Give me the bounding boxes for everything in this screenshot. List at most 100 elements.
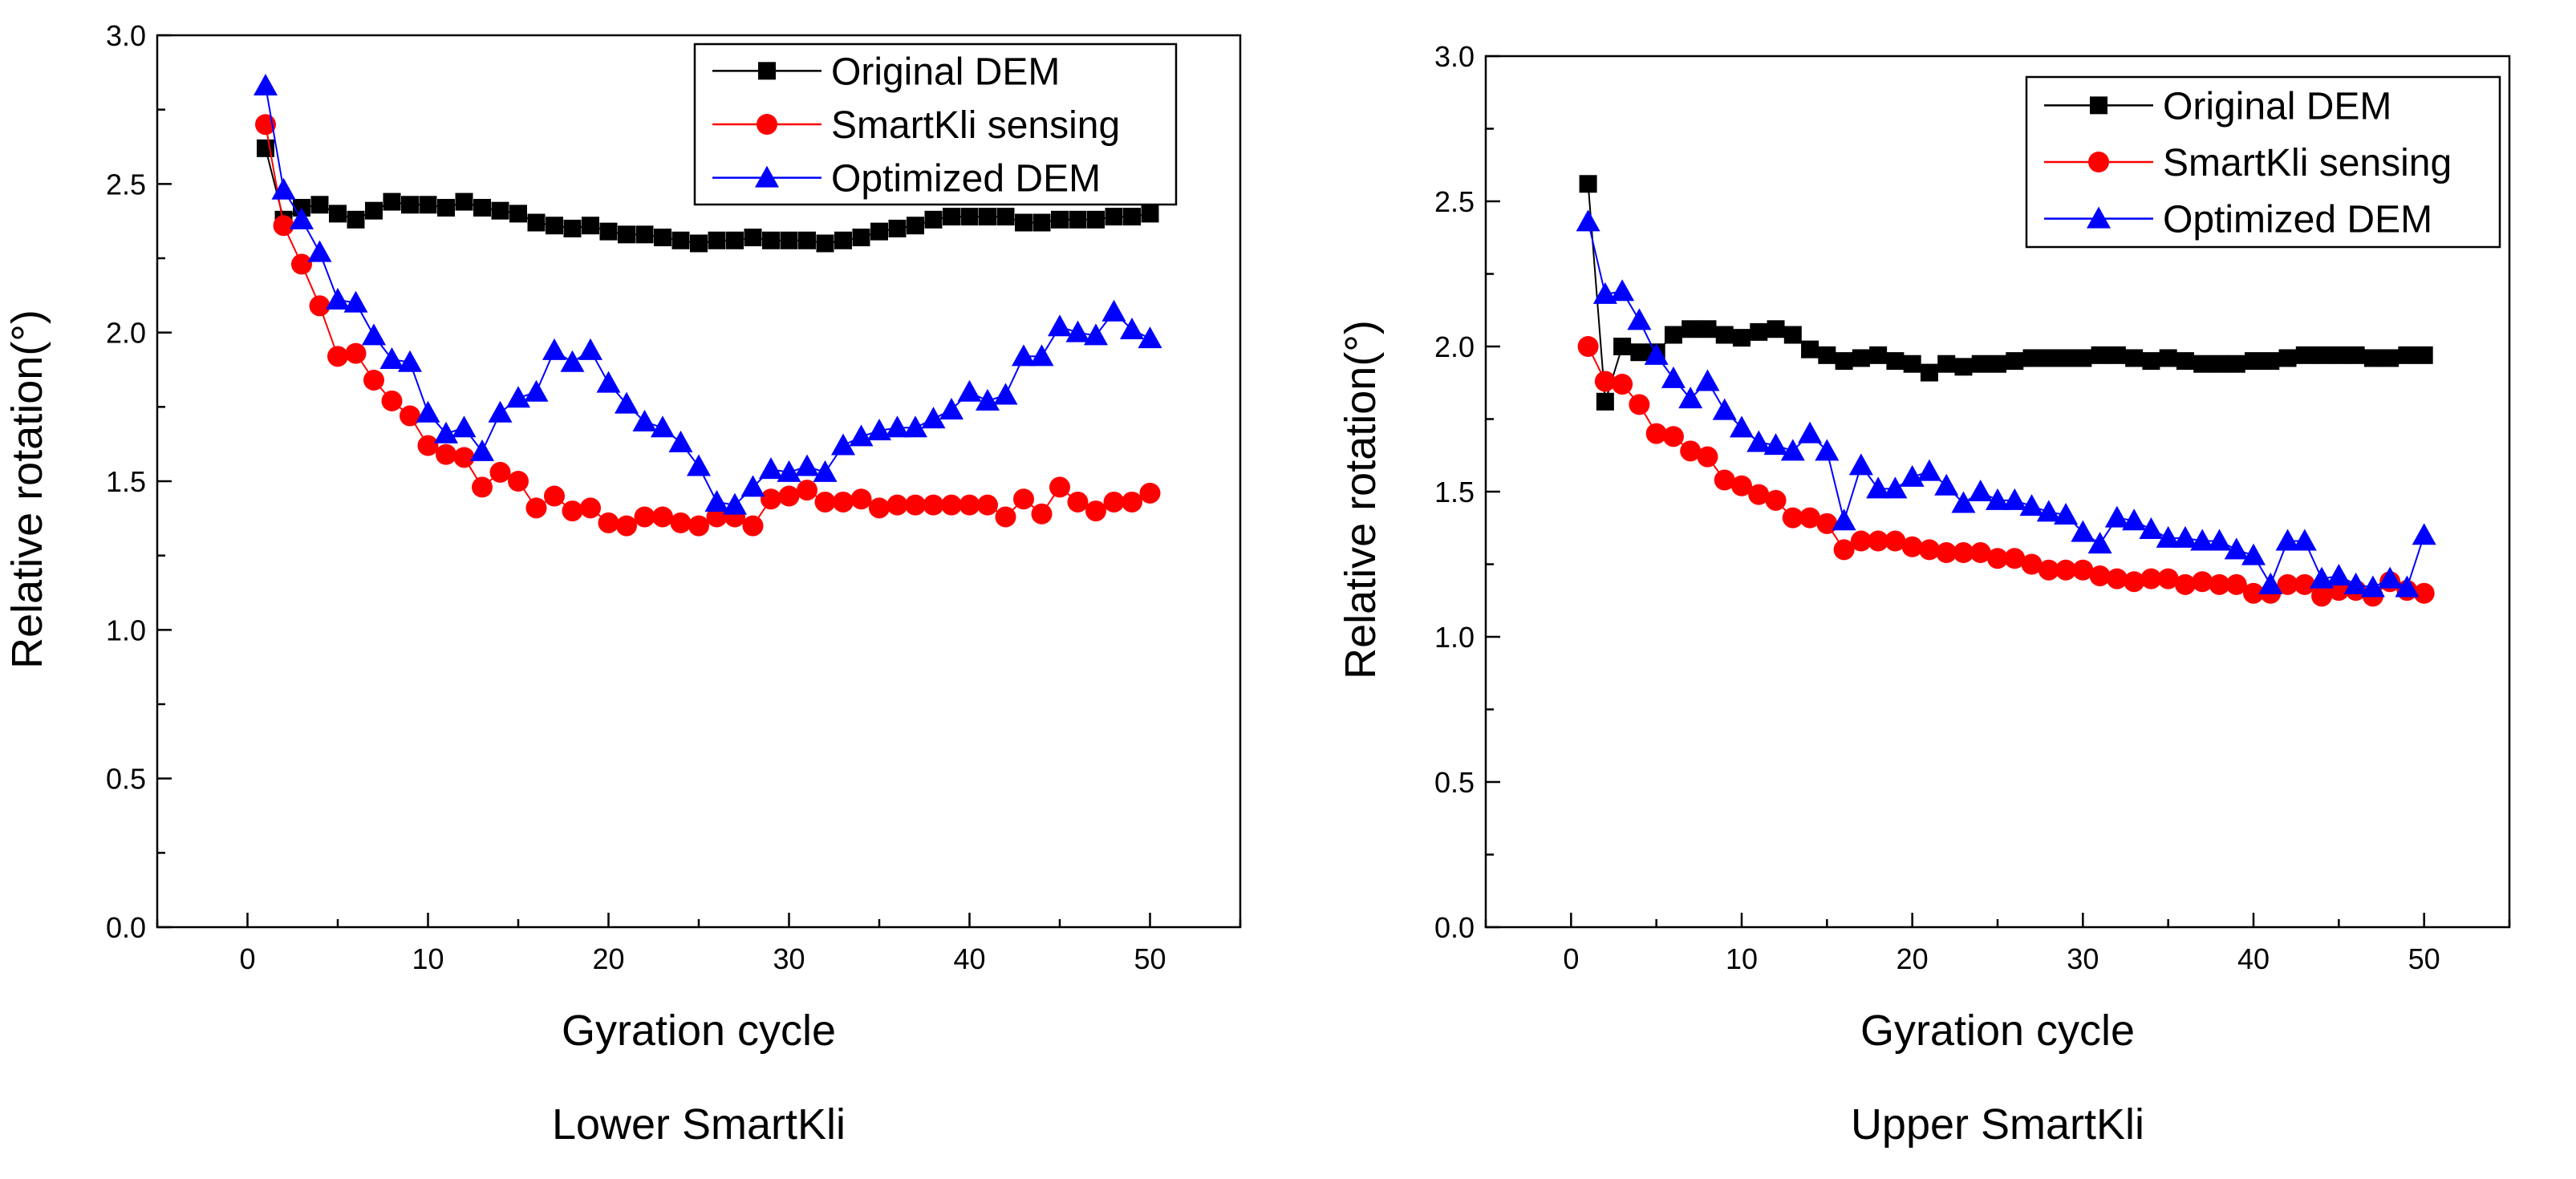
data-point xyxy=(1120,317,1144,339)
data-point xyxy=(2275,529,2300,551)
data-point xyxy=(434,421,458,444)
data-point xyxy=(761,488,781,510)
data-point xyxy=(1012,344,1036,367)
data-point xyxy=(1901,536,1923,557)
data-point xyxy=(596,371,621,393)
lower-smartkli-chart: 0 10 20 30 40 50 0.0 0.5 1.0 1.5 2.0 2.5 3.0 Gyration… xyxy=(3,19,1242,1149)
series-smartkli-sensing xyxy=(255,114,1161,537)
x-tick-label: 20 xyxy=(592,942,624,975)
data-point xyxy=(1069,210,1087,229)
y-tick-label: 1.5 xyxy=(1434,476,1475,508)
data-point xyxy=(1141,205,1159,223)
data-point xyxy=(2004,548,2026,569)
data-point xyxy=(849,424,874,447)
data-point xyxy=(1629,394,1650,415)
data-point xyxy=(723,492,747,515)
data-point xyxy=(1815,439,1840,461)
data-point xyxy=(363,369,384,391)
data-point xyxy=(777,460,801,482)
data-point xyxy=(2022,349,2041,367)
y-tick-label: 3.0 xyxy=(1434,40,1475,73)
data-point xyxy=(704,489,729,512)
data-point xyxy=(2210,355,2229,373)
data-point xyxy=(1818,346,1836,364)
chart-caption: Upper SmartKli xyxy=(1851,1100,2144,1149)
data-point xyxy=(362,323,386,346)
data-point xyxy=(2360,575,2385,598)
data-point xyxy=(525,497,547,519)
data-point xyxy=(816,234,834,253)
data-point xyxy=(1122,491,1142,513)
data-point xyxy=(508,471,529,492)
data-point xyxy=(1798,421,1823,444)
y-tick-label: 2.0 xyxy=(106,317,146,350)
data-point xyxy=(1029,344,1054,367)
legend-label: SmartKli sensing xyxy=(831,104,1120,147)
data-point xyxy=(452,415,477,438)
data-point xyxy=(1664,326,1682,344)
data-point xyxy=(400,405,420,427)
data-point xyxy=(271,177,296,200)
data-point xyxy=(976,388,1000,411)
data-point xyxy=(2398,346,2416,364)
x-tick-label: 50 xyxy=(1134,942,1166,975)
data-point xyxy=(2190,529,2215,551)
data-point xyxy=(2074,349,2092,367)
data-point xyxy=(343,290,368,313)
data-point xyxy=(2343,572,2368,594)
y-tick-label: 0.0 xyxy=(106,911,146,944)
data-point xyxy=(1763,433,1788,456)
data-point xyxy=(489,461,511,483)
legend-label: Optimized DEM xyxy=(831,158,1101,201)
data-point xyxy=(1645,423,1667,444)
data-point xyxy=(1936,542,1957,564)
data-point xyxy=(455,192,473,211)
data-point xyxy=(634,506,655,528)
data-point xyxy=(726,231,744,249)
series-optimized-dem xyxy=(1576,209,2436,598)
data-point xyxy=(470,439,494,461)
data-point xyxy=(2413,582,2435,604)
data-point xyxy=(2262,352,2280,371)
data-point xyxy=(1048,314,1072,337)
data-point xyxy=(2139,517,2164,540)
data-point xyxy=(1767,320,1785,338)
data-point xyxy=(1015,213,1032,232)
y-tick-label: 1.0 xyxy=(1434,621,1475,654)
data-point xyxy=(921,407,946,429)
data-point xyxy=(2089,565,2111,586)
data-point xyxy=(417,435,439,456)
data-point xyxy=(1780,439,1805,461)
data-point xyxy=(670,512,692,533)
data-point xyxy=(977,494,998,516)
data-point xyxy=(615,391,639,414)
data-point xyxy=(869,497,890,519)
data-point xyxy=(762,231,780,249)
legend-marker xyxy=(2090,96,2107,115)
data-point xyxy=(2106,568,2128,590)
data-point xyxy=(1783,326,1802,344)
data-point xyxy=(473,198,491,217)
data-point xyxy=(671,231,690,249)
data-point xyxy=(1612,374,1633,395)
data-point xyxy=(2057,349,2075,367)
x-tick-label: 20 xyxy=(1897,942,1929,975)
data-point xyxy=(814,491,836,513)
data-point xyxy=(740,475,765,497)
data-point xyxy=(599,222,618,241)
data-point xyxy=(1970,542,1991,564)
data-point xyxy=(1903,355,1921,373)
legend-marker xyxy=(757,114,777,135)
data-point xyxy=(542,338,566,360)
data-point xyxy=(1662,426,1684,448)
data-point xyxy=(1951,491,1976,513)
data-point xyxy=(2209,573,2230,595)
data-point xyxy=(888,219,907,237)
data-point xyxy=(563,219,582,237)
data-point xyxy=(778,485,800,507)
data-point xyxy=(1610,279,1635,302)
data-point xyxy=(668,430,693,452)
data-point xyxy=(1576,209,1600,232)
data-point xyxy=(506,386,530,408)
data-point xyxy=(2395,575,2420,598)
